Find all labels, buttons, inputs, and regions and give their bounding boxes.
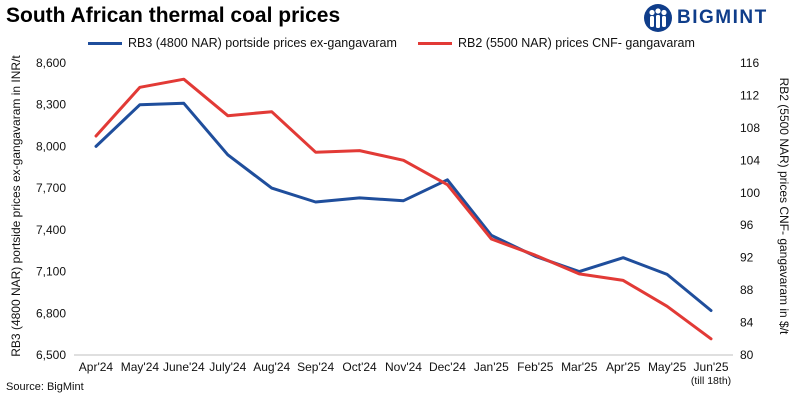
source-note: Source: BigMint [6,381,84,393]
legend-item-rb3: RB3 (4800 NAR) portside prices ex-gangav… [88,36,397,50]
y-right-tick-label: 112 [740,88,759,102]
legend-swatch-rb2 [418,41,452,45]
brand-name: BIGMINT [677,7,768,28]
y-axis-right-label: RB2 (5500 NAR) prices CNF- gangavaram in… [777,77,791,335]
x-tick-label: Sep'24 [297,360,334,374]
x-tick-label: May'25 [648,360,687,374]
y-right-tick-label: 116 [740,56,759,70]
series-line-rb3 [94,101,713,312]
y-right-tick-label: 104 [740,153,760,167]
y-left-tick-label: 8,600 [36,56,66,70]
y-right-tick-label: 92 [740,251,754,265]
x-tick-label: Apr'24 [79,360,114,374]
y-axis-left-label: RB3 (4800 NAR) portside prices ex-gangav… [9,55,23,357]
chart-title: South African thermal coal prices [6,4,341,27]
x-tick-label: Feb'25 [517,360,554,374]
chart-legend: RB3 (4800 NAR) portside prices ex-gangav… [0,36,799,54]
x-tick-label: June'24 [163,360,205,374]
y-left-tick-label: 7,700 [36,181,66,195]
y-left-tick-label: 8,300 [36,98,66,112]
y-right-tick-label: 96 [740,218,754,232]
brand-logo: BIGMINT [643,3,768,33]
x-tick-label: Oct'24 [342,360,377,374]
legend-label-rb2: RB2 (5500 NAR) prices CNF- gangavaram [458,36,695,50]
x-tick-label: Dec'24 [429,360,466,374]
x-tick-label: Jun'25 [694,360,729,374]
x-tick-label: Jan'25 [474,360,509,374]
y-right-tick-label: 84 [740,316,754,330]
legend-item-rb2: RB2 (5500 NAR) prices CNF- gangavaram [418,36,695,50]
y-right-tick-label: 100 [740,186,760,200]
legend-label-rb3: RB3 (4800 NAR) portside prices ex-gangav… [128,36,397,50]
x-tick-label: Nov'24 [385,360,422,374]
y-right-tick-label: 108 [740,121,760,135]
x-tick-label: May'24 [121,360,160,374]
bigmint-logo-icon [644,4,672,32]
y-left-tick-label: 6,800 [36,306,66,320]
y-right-tick-label: 80 [740,348,754,362]
x-tick-note: (till 18th) [691,375,731,387]
y-left-tick-label: 7,100 [36,265,66,279]
x-tick-label: July'24 [209,360,246,374]
legend-swatch-rb3 [88,41,122,45]
y-left-tick-label: 6,500 [36,348,66,362]
y-left-tick-label: 8,000 [36,139,66,153]
y-left-tick-label: 7,400 [36,223,66,237]
x-tick-label: Apr'25 [606,360,641,374]
series-line-rb2 [94,77,713,341]
x-tick-label: Aug'24 [253,360,290,374]
x-tick-label: Mar'25 [561,360,598,374]
y-right-tick-label: 88 [740,283,754,297]
